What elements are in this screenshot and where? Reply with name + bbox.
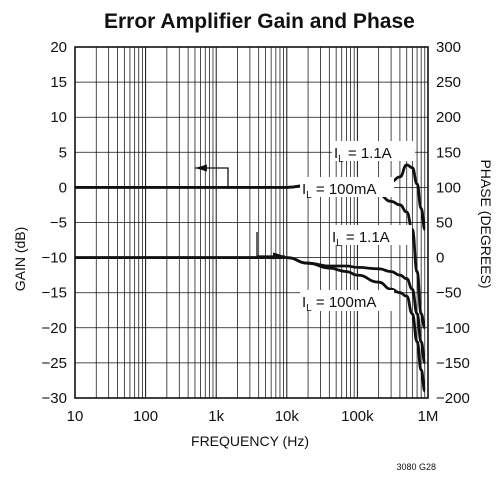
right-tick-label: 50 xyxy=(436,215,453,232)
figure-code: 3080 G28 xyxy=(396,462,436,472)
chart-title: Error Amplifier Gain and Phase xyxy=(104,10,415,33)
right-tick-label: 300 xyxy=(436,39,461,56)
phase-100ma-line xyxy=(75,256,427,393)
left-tick-label: −15 xyxy=(42,285,67,302)
svg-text:IL = 1.1A: IL = 1.1A xyxy=(332,229,390,249)
annotation-gain-100ma: IL = 100mA xyxy=(300,177,394,201)
left-tick-label: −10 xyxy=(42,250,67,267)
right-tick-labels: 300 250 200 150 100 50 0 −50 −100 −150 −200 xyxy=(436,39,470,407)
right-axis-arrow xyxy=(256,232,285,260)
left-tick-label: −25 xyxy=(42,355,67,372)
left-tick-label: 5 xyxy=(59,144,67,161)
x-axis-label: FREQUENCY (Hz) xyxy=(191,433,309,449)
right-tick-label: −50 xyxy=(436,285,461,302)
annotation-phase-1-1a: IL = 1.1A xyxy=(330,225,412,249)
left-axis-label: GAIN (dB) xyxy=(12,227,28,292)
left-tick-label: −30 xyxy=(42,390,67,407)
left-tick-labels: 20 15 10 5 0 −5 −10 −15 −20 −25 −30 xyxy=(42,39,67,407)
left-axis-arrow xyxy=(195,164,229,189)
left-tick-label: 20 xyxy=(50,39,67,56)
x-tick-label: 10k xyxy=(275,408,300,425)
annotation-phase-100ma: IL = 100mA xyxy=(300,290,394,314)
left-tick-label: 15 xyxy=(50,74,67,91)
x-tick-label: 100k xyxy=(341,408,374,425)
right-tick-label: −200 xyxy=(436,390,470,407)
svg-text:IL = 100mA: IL = 100mA xyxy=(302,181,376,201)
x-tick-label: 1k xyxy=(208,408,224,425)
right-tick-label: 0 xyxy=(436,250,444,267)
left-tick-label: 0 xyxy=(59,179,67,196)
left-tick-label: −5 xyxy=(50,215,67,232)
svg-text:IL = 1.1A: IL = 1.1A xyxy=(334,145,392,165)
x-tick-label: 1M xyxy=(418,408,439,425)
right-tick-label: −100 xyxy=(436,320,470,337)
left-tick-label: −20 xyxy=(42,320,67,337)
annotation-gain-1-1a: IL = 1.1A xyxy=(332,141,415,165)
x-tick-label: 100 xyxy=(133,408,158,425)
right-tick-label: 100 xyxy=(436,179,461,196)
right-axis-label: PHASE (DEGREES) xyxy=(478,159,494,288)
right-tick-label: 150 xyxy=(436,144,461,161)
x-tick-labels: 10 100 1k 10k 100k 1M xyxy=(67,408,439,425)
plot-frame xyxy=(74,46,429,399)
svg-text:IL = 100mA: IL = 100mA xyxy=(302,294,376,314)
grid xyxy=(75,47,428,398)
right-tick-label: 250 xyxy=(436,74,461,91)
right-tick-label: 200 xyxy=(436,109,461,126)
right-tick-label: −150 xyxy=(436,355,470,372)
left-tick-label: 10 xyxy=(50,109,67,126)
x-tick-label: 10 xyxy=(67,408,84,425)
